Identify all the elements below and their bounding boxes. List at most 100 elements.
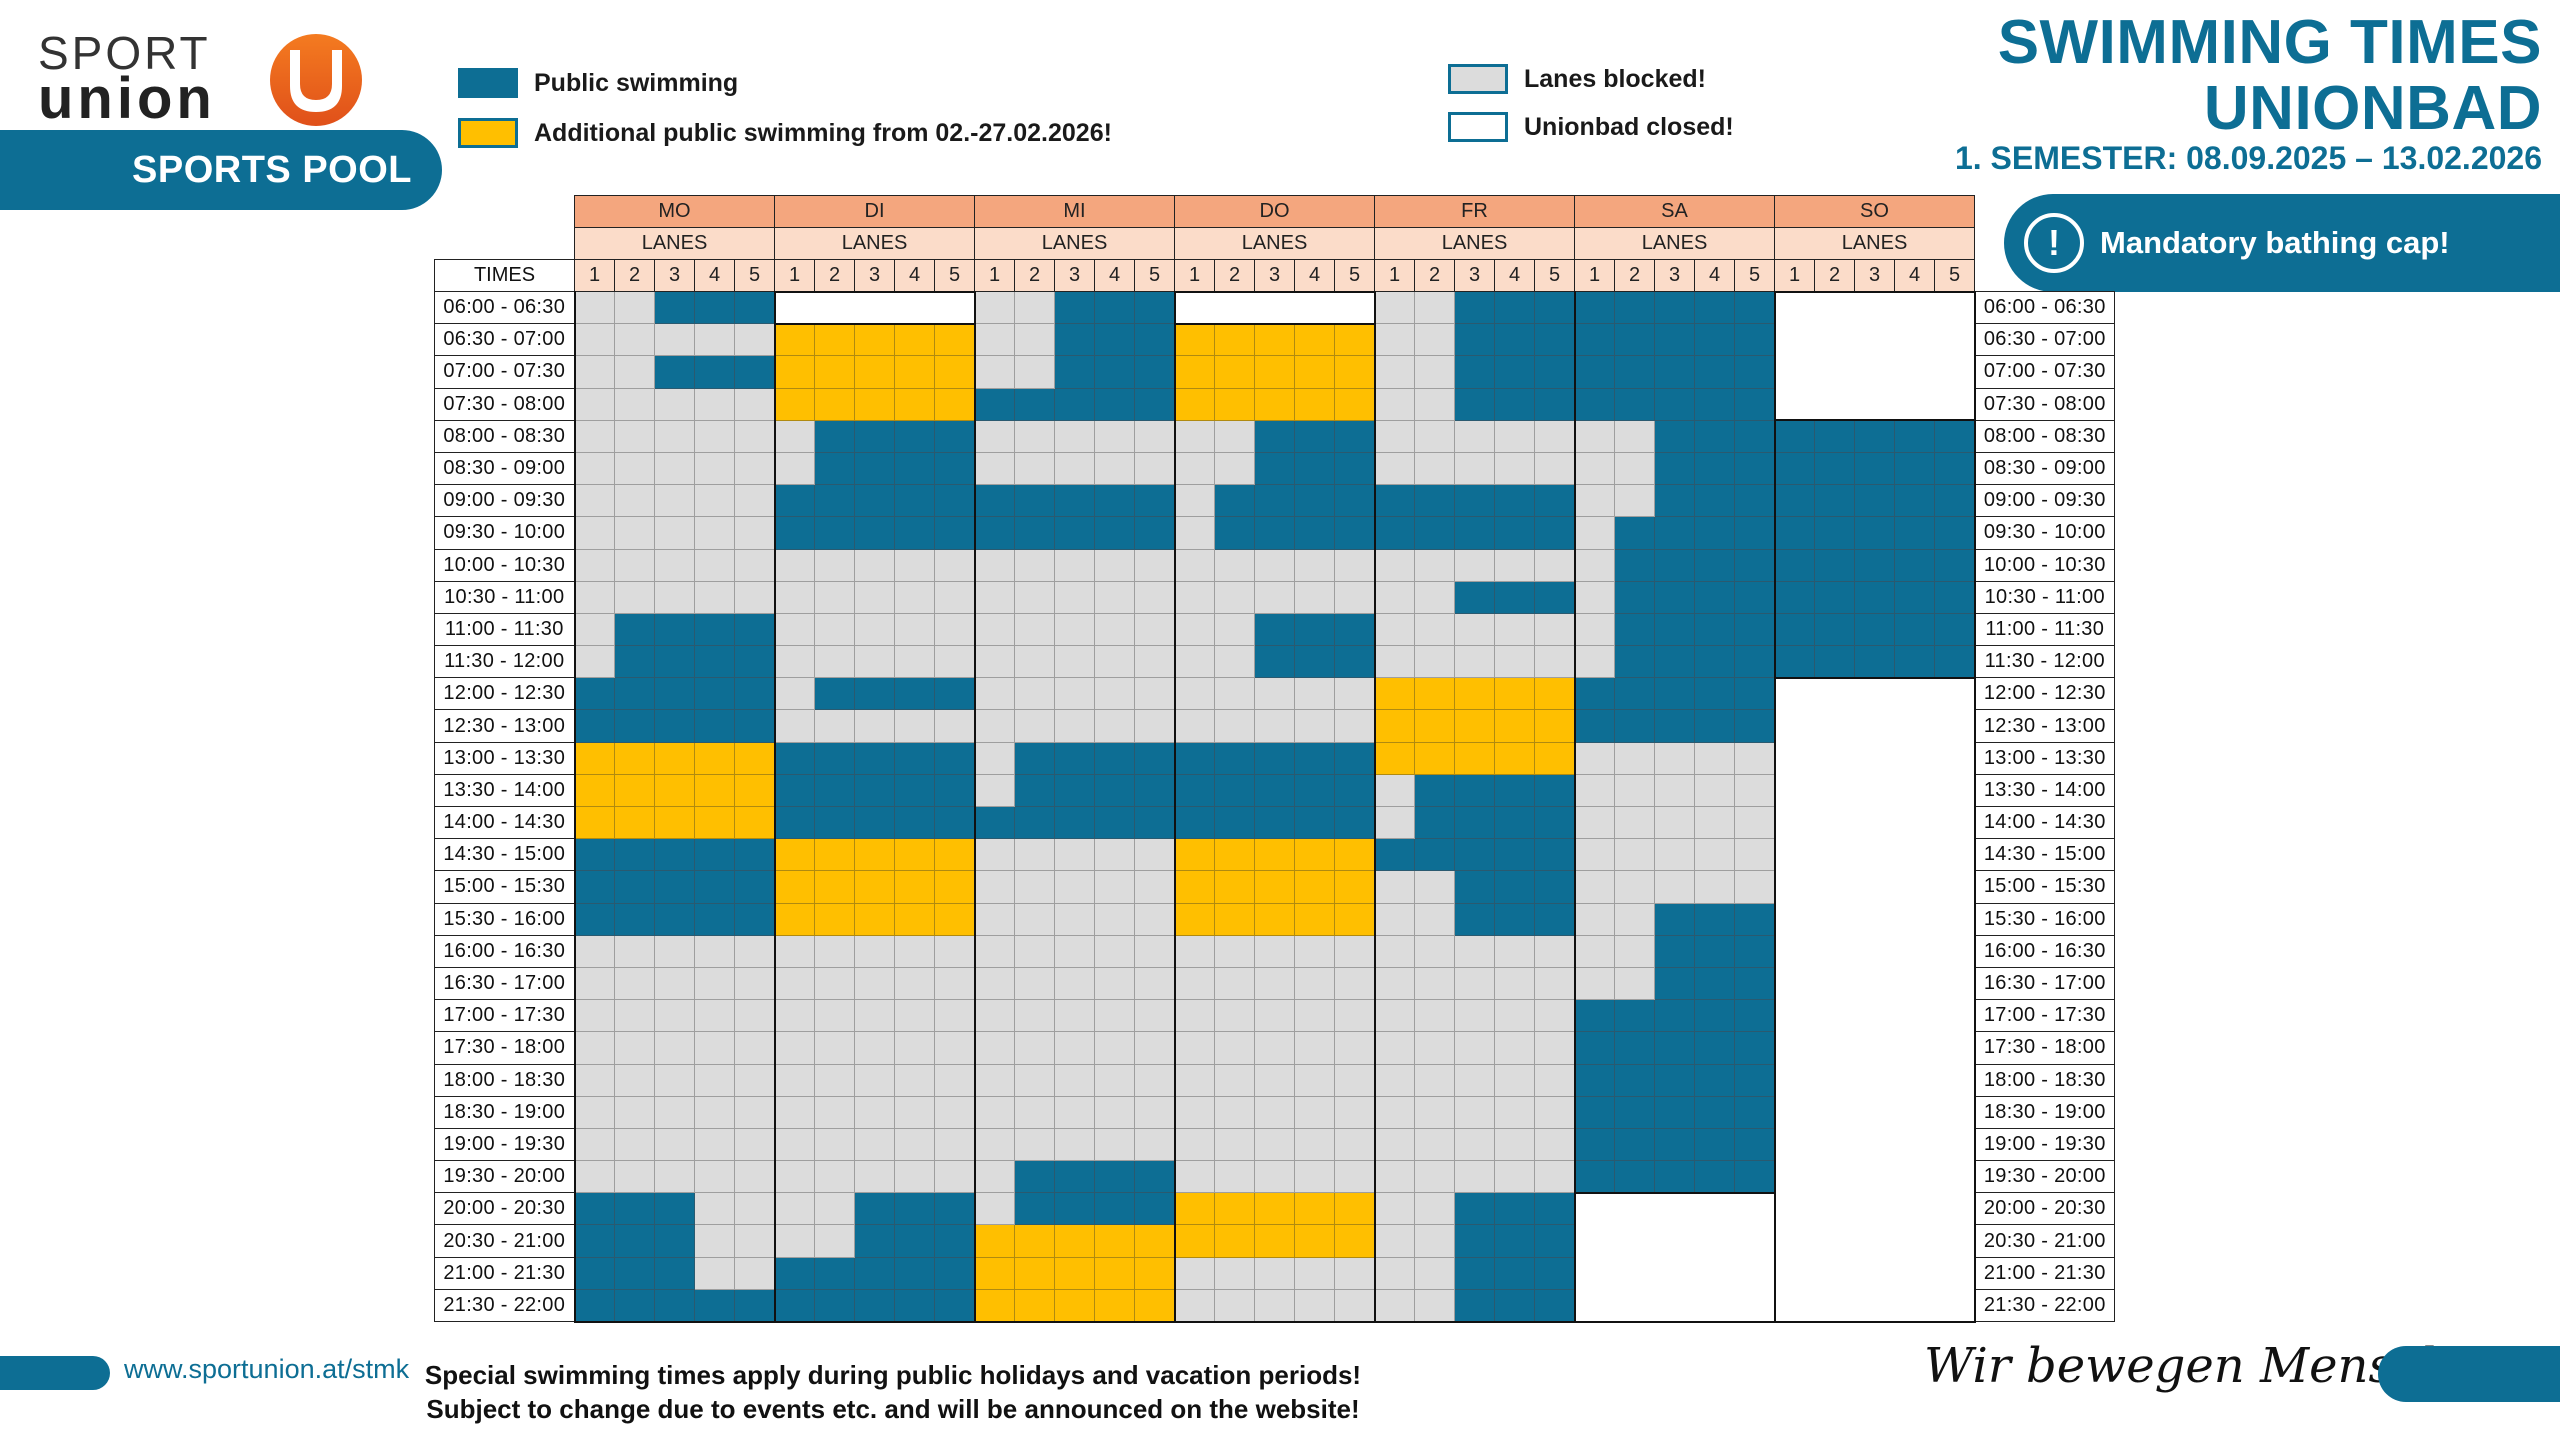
time-label-right: 08:30 - 09:00 (1974, 451, 2115, 486)
lane-cell-mi-4 (1094, 709, 1135, 743)
lane-cell-do-4 (1294, 1224, 1335, 1258)
legend-label-additional: Additional public swimming from 02.-27.0… (534, 118, 1112, 147)
time-label-left: 11:30 - 12:00 (434, 645, 575, 679)
lane-cell-fr-3 (1454, 548, 1495, 582)
lane-cell-fr-3 (1454, 966, 1495, 1001)
lane-cell-mo-1 (573, 1095, 615, 1129)
lane-cell-so-5 (1934, 516, 1976, 550)
lane-cell-di-4 (894, 1095, 935, 1129)
lane-cell-so-3 (1854, 838, 1895, 872)
lane-cell-mo-4 (694, 902, 735, 936)
lane-cell-sa-3 (1654, 1256, 1695, 1290)
lane-cell-do-5 (1334, 1256, 1376, 1290)
lane-cell-so-4 (1894, 1063, 1935, 1097)
lane-cell-sa-5 (1734, 645, 1776, 679)
lane-cell-so-1 (1773, 870, 1815, 904)
lane-cell-so-4 (1894, 290, 1935, 325)
lane-cell-di-5 (934, 773, 976, 808)
lane-cell-do-5 (1334, 355, 1376, 389)
lane-cell-so-5 (1934, 355, 1976, 389)
lane-cell-di-5 (934, 999, 976, 1033)
time-label-right: 19:30 - 20:00 (1974, 1160, 2115, 1194)
lane-cell-di-1 (773, 1192, 815, 1226)
lane-cell-fr-2 (1414, 580, 1455, 614)
lane-cell-so-1 (1773, 323, 1815, 357)
lane-cell-so-4 (1894, 580, 1935, 614)
blank-cell (1975, 228, 2115, 260)
lane-cell-fr-3 (1454, 1256, 1495, 1290)
lane-cell-mo-2 (614, 741, 655, 775)
lane-cell-fr-4 (1494, 1063, 1535, 1097)
lane-cell-fr-1 (1373, 999, 1415, 1033)
lane-cell-sa-4 (1694, 1063, 1735, 1097)
lane-cell-mo-5 (734, 548, 776, 582)
lane-cell-mi-4 (1094, 1288, 1135, 1323)
legend-label-public: Public swimming (534, 68, 739, 97)
lane-cell-do-5 (1334, 548, 1376, 582)
lane-cell-fr-3 (1454, 1127, 1495, 1162)
lane-cell-sa-4 (1694, 1191, 1735, 1226)
lane-cell-fr-1 (1373, 645, 1415, 679)
lane-cell-mo-4 (694, 1127, 735, 1162)
lane-number-so-4: 4 (1894, 259, 1935, 292)
lane-cell-di-3 (854, 451, 895, 486)
lane-cell-sa-1 (1573, 355, 1615, 389)
lane-cell-fr-4 (1494, 387, 1535, 421)
lane-cell-do-3 (1254, 902, 1295, 936)
lane-number-sa-4: 4 (1694, 259, 1735, 292)
lane-cell-di-1 (773, 612, 815, 647)
lane-cell-so-3 (1854, 548, 1895, 582)
lane-cell-mo-2 (614, 1288, 655, 1323)
lane-cell-do-5 (1334, 290, 1376, 325)
lane-cell-so-4 (1894, 741, 1935, 775)
lane-cell-sa-5 (1734, 773, 1776, 808)
lane-cell-sa-1 (1573, 1224, 1615, 1258)
lane-cell-di-5 (934, 355, 976, 389)
website-link[interactable]: www.sportunion.at/stmk (124, 1354, 410, 1384)
lane-cell-mi-2 (1014, 1192, 1055, 1226)
lane-cell-so-4 (1894, 870, 1935, 904)
lane-cell-sa-3 (1654, 451, 1695, 486)
lane-cell-di-1 (773, 290, 815, 325)
lane-cell-fr-4 (1494, 323, 1535, 357)
lane-cell-do-1 (1173, 1192, 1215, 1226)
lane-cell-do-2 (1214, 1224, 1255, 1258)
lane-cell-fr-1 (1373, 290, 1415, 325)
lane-cell-fr-3 (1454, 709, 1495, 743)
lane-cell-so-4 (1894, 1256, 1935, 1290)
lane-cell-mi-2 (1014, 548, 1055, 582)
lane-cell-do-2 (1214, 902, 1255, 936)
lane-cell-sa-5 (1734, 355, 1776, 389)
lane-cell-sa-4 (1694, 741, 1735, 775)
lane-cell-sa-1 (1573, 966, 1615, 1001)
lane-cell-do-2 (1214, 934, 1255, 968)
page-title-line2: UNIONBAD (2203, 74, 2542, 143)
lane-cell-mi-4 (1094, 966, 1135, 1001)
lane-cell-fr-1 (1373, 1063, 1415, 1097)
lane-cell-do-3 (1254, 966, 1295, 1001)
lane-cell-di-4 (894, 1063, 935, 1097)
lane-cell-so-5 (1934, 290, 1976, 325)
time-label-left: 06:30 - 07:00 (434, 323, 575, 357)
lane-cell-di-3 (854, 1192, 895, 1226)
lane-cell-so-3 (1854, 676, 1895, 711)
lane-cell-sa-5 (1734, 516, 1776, 550)
lane-cell-so-1 (1773, 1063, 1815, 1097)
lane-cell-di-2 (814, 1224, 855, 1258)
lane-cell-di-5 (934, 612, 976, 647)
lane-cell-di-2 (814, 709, 855, 743)
lane-cell-sa-2 (1614, 516, 1655, 550)
lane-cell-so-3 (1854, 709, 1895, 743)
lane-cell-mo-3 (654, 387, 695, 421)
lane-cell-mo-5 (734, 1192, 776, 1226)
lane-cell-sa-2 (1614, 1191, 1655, 1226)
lane-cell-mi-2 (1014, 1095, 1055, 1129)
time-slot-row: 21:30 - 22:00 21:30 - 22:00 (434, 1288, 2115, 1323)
lane-cell-do-5 (1334, 805, 1376, 840)
lane-cell-do-2 (1214, 451, 1255, 486)
lane-cell-mo-5 (734, 1031, 776, 1065)
lane-cell-di-5 (934, 1160, 976, 1194)
time-label-left: 12:30 - 13:00 (434, 709, 575, 743)
lane-cell-mi-4 (1094, 484, 1135, 518)
lane-cell-do-5 (1334, 387, 1376, 421)
